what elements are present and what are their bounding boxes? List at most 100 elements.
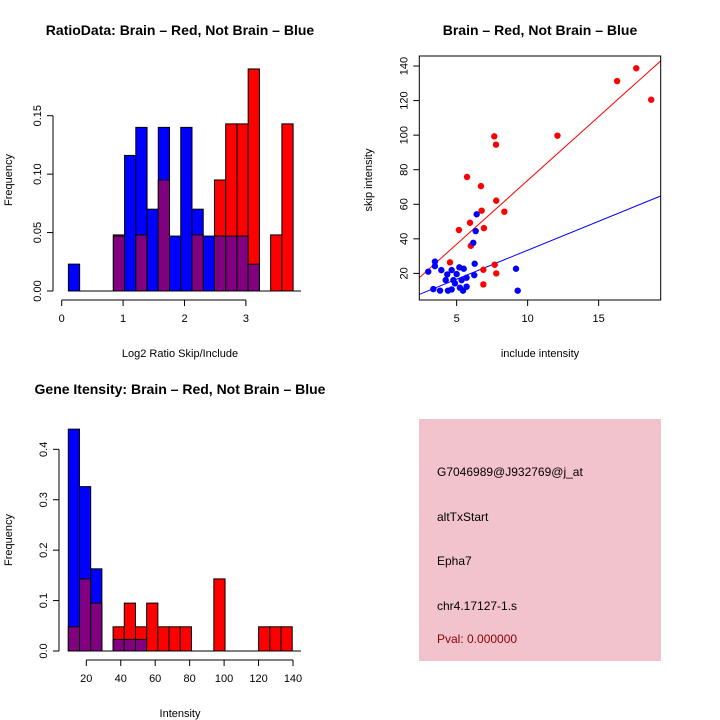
gene-histogram-title: Gene Itensity: Brain – Red, Not Brain – … — [35, 381, 326, 397]
x-tick-label: 0 — [59, 313, 65, 325]
histogram-bar — [180, 126, 193, 292]
y-tick-label: 20 — [398, 267, 410, 279]
scatter-point — [453, 270, 460, 278]
scatter-point — [554, 132, 561, 139]
scatter-point — [473, 211, 480, 218]
scatter-point — [458, 276, 465, 284]
x-tick-label: 60 — [149, 673, 161, 685]
scatter-xlabel: include intensity — [501, 348, 580, 360]
scatter-point — [501, 208, 508, 215]
histogram-bar-overlap — [123, 638, 136, 652]
scatter-point — [446, 259, 454, 266]
scatter-point — [493, 270, 500, 277]
histogram-bar-overlap — [112, 235, 126, 292]
histogram-bar — [124, 154, 137, 292]
scatter-point — [425, 268, 432, 275]
scatter-point — [491, 261, 498, 268]
histogram-bar-overlap — [135, 234, 148, 292]
histogram-bar-overlap — [236, 235, 249, 292]
histogram-bar-overlap — [213, 235, 227, 292]
histogram-bar-overlap — [90, 602, 103, 652]
scatter-point — [633, 65, 640, 72]
histogram-bar — [280, 626, 293, 652]
histogram-bar — [146, 602, 159, 652]
histogram-bar-overlap — [134, 638, 148, 652]
x-tick-label: 3 — [243, 313, 249, 325]
ratio-histogram-title: RatioData: Brain – Red, Not Brain – Blue — [46, 22, 315, 38]
info-panel: G7046989@J932769@j_at altTxStart Epha7 c… — [419, 419, 661, 661]
gene-location: chr4.17127-1.s — [437, 599, 517, 613]
event-type: altTxStart — [437, 510, 489, 524]
scatter-point — [463, 274, 470, 281]
histogram-bar-overlap — [225, 235, 238, 292]
histogram-bar-overlap — [67, 626, 80, 652]
histogram-bar — [179, 626, 192, 652]
scatter-point — [472, 227, 479, 235]
y-tick-label: 140 — [398, 57, 410, 75]
scatter-point — [430, 285, 437, 293]
scatter-point — [647, 96, 655, 103]
histogram-bar — [269, 626, 282, 652]
y-tick-label: 120 — [398, 91, 410, 109]
gene-histogram-xlabel: Intensity — [160, 708, 201, 720]
scatter-point — [492, 141, 500, 148]
scatter-point — [436, 287, 444, 294]
histogram-bar — [258, 626, 271, 652]
scatter-point — [470, 239, 477, 247]
x-tick-label: 15 — [593, 313, 605, 325]
histogram-bar — [281, 123, 294, 292]
scatter-point — [459, 287, 467, 294]
scatter-point — [477, 182, 485, 190]
gene-name: Epha7 — [437, 554, 472, 568]
histogram-bar-overlap — [78, 578, 92, 652]
gene-intensity-histogram: Gene Itensity: Brain – Red, Not Brain – … — [3, 381, 326, 720]
scatter-point — [478, 207, 485, 214]
x-tick-label: 100 — [215, 673, 233, 685]
y-tick-label: 80 — [398, 164, 410, 176]
scatter-point — [448, 286, 455, 293]
histogram-bar — [213, 578, 226, 652]
histogram-bar — [157, 626, 170, 652]
histogram-bar-overlap — [112, 638, 125, 652]
histogram-bar — [67, 263, 81, 292]
scatter-point — [491, 133, 498, 140]
scatter-point — [480, 281, 487, 288]
scatter-point — [480, 266, 487, 273]
ratio-histogram-ylabel: Frequency — [3, 154, 15, 206]
histogram-bar — [168, 626, 181, 652]
x-tick-label: 40 — [115, 673, 127, 685]
y-tick-label: 0.05 — [32, 222, 44, 243]
scatter-point — [493, 197, 500, 204]
scatter-point — [460, 265, 467, 272]
x-tick-label: 140 — [284, 673, 302, 685]
y-tick-label: 0.00 — [32, 280, 44, 301]
scatter-point — [613, 77, 621, 85]
histogram-bar-overlap — [157, 179, 171, 292]
histogram-bar-overlap — [247, 263, 260, 292]
y-tick-label: 100 — [398, 126, 410, 144]
gene-histogram-ylabel: Frequency — [3, 514, 15, 566]
x-tick-label: 1 — [120, 313, 126, 325]
histogram-bar-overlap — [191, 234, 204, 292]
y-tick-label: 0.3 — [38, 492, 50, 507]
histogram-bar — [202, 235, 215, 292]
scatter-ylabel: skip intensity — [363, 148, 375, 211]
scatter-title: Brain – Red, Not Brain – Blue — [443, 22, 638, 38]
histogram-bar — [169, 235, 182, 292]
x-tick-label: 2 — [181, 313, 187, 325]
scatter-point — [480, 224, 488, 232]
scatter-point — [514, 287, 521, 294]
x-tick-label: 5 — [454, 313, 460, 325]
info-panel-background — [419, 419, 661, 661]
scatter-point — [444, 271, 451, 278]
histogram-bar — [247, 68, 260, 292]
x-tick-label: 120 — [249, 673, 267, 685]
scatter-point — [512, 265, 520, 272]
scatter-point — [471, 271, 478, 279]
plot-box — [418, 55, 662, 301]
x-tick-label: 80 — [184, 673, 196, 685]
scatter-point — [442, 276, 449, 284]
scatter-point — [450, 276, 457, 284]
scatter-point — [466, 219, 474, 226]
